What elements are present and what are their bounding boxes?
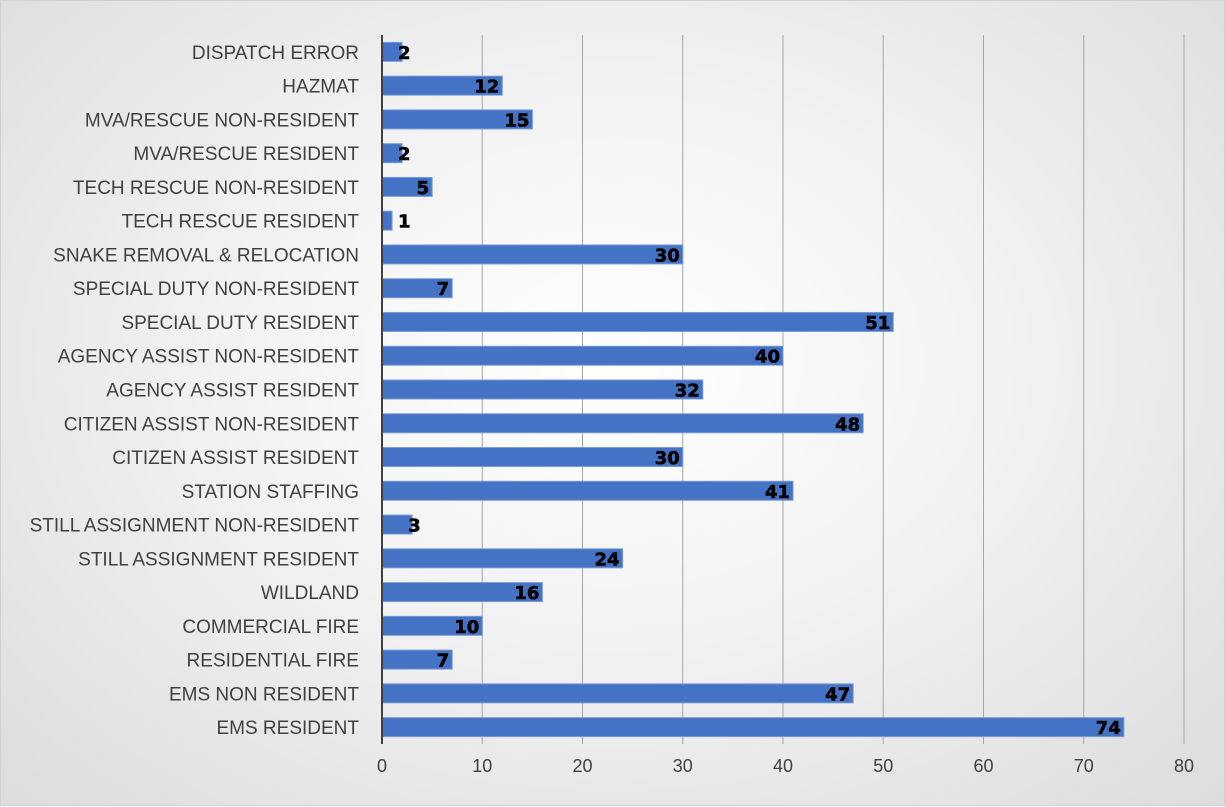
x-tick-label: 20 xyxy=(572,756,592,776)
data-label: 30 xyxy=(655,245,680,266)
data-label: 24 xyxy=(595,549,620,570)
x-tick-label: 40 xyxy=(773,756,793,776)
bar xyxy=(381,447,684,468)
category-label: TECH RESCUE RESIDENT xyxy=(121,212,359,233)
category-label: AGENCY ASSIST NON-RESIDENT xyxy=(58,347,360,368)
category-label: CITIZEN ASSIST RESIDENT xyxy=(112,448,359,469)
category-label: STILL ASSIGNMENT NON-RESIDENT xyxy=(30,516,360,537)
bar xyxy=(381,244,684,265)
category-label: TECH RESCUE NON-RESIDENT xyxy=(73,178,359,199)
x-tick-label: 60 xyxy=(973,756,993,776)
bar xyxy=(381,345,784,366)
bar xyxy=(381,210,393,231)
category-label: AGENCY ASSIST RESIDENT xyxy=(106,381,359,402)
bar xyxy=(381,379,704,400)
data-label: 30 xyxy=(655,448,680,469)
category-label: COMMERCIAL FIRE xyxy=(182,617,359,638)
data-label: 16 xyxy=(514,583,539,604)
data-label: 5 xyxy=(417,178,430,199)
x-tick-label: 30 xyxy=(673,756,693,776)
bar xyxy=(381,413,864,434)
x-tick-label: 0 xyxy=(377,756,387,776)
category-label: MVA/RESCUE RESIDENT xyxy=(133,144,359,165)
bar xyxy=(381,480,794,501)
data-label: 10 xyxy=(454,617,479,638)
category-label: RESIDENTIAL FIRE xyxy=(187,651,359,672)
category-label: EMS RESIDENT xyxy=(216,718,359,739)
x-tick-label: 10 xyxy=(472,756,492,776)
x-tick-label: 80 xyxy=(1174,756,1194,776)
category-label: SPECIAL DUTY RESIDENT xyxy=(121,313,359,334)
data-label: 48 xyxy=(835,414,860,435)
data-label: 74 xyxy=(1096,718,1121,739)
data-label: 2 xyxy=(398,144,411,165)
category-label: SPECIAL DUTY NON-RESIDENT xyxy=(73,279,359,300)
category-label: SNAKE REMOVAL & RELOCATION xyxy=(53,245,359,266)
data-label: 3 xyxy=(408,516,421,537)
bar xyxy=(381,311,894,332)
data-label: 7 xyxy=(437,279,450,300)
data-label: 51 xyxy=(865,313,890,334)
bar xyxy=(381,717,1125,738)
category-label: DISPATCH ERROR xyxy=(192,43,359,64)
data-label: 40 xyxy=(755,347,780,368)
data-label: 12 xyxy=(474,77,499,98)
category-label: STILL ASSIGNMENT RESIDENT xyxy=(78,549,359,570)
data-label: 2 xyxy=(398,43,411,64)
category-label: CITIZEN ASSIST NON-RESIDENT xyxy=(64,414,360,435)
bar xyxy=(381,548,624,569)
x-tick-label: 70 xyxy=(1074,756,1094,776)
data-label: 41 xyxy=(765,482,790,503)
category-label: WILDLAND xyxy=(261,583,359,604)
data-label: 15 xyxy=(504,110,529,131)
bar xyxy=(381,683,854,704)
x-tick-label: 50 xyxy=(873,756,893,776)
category-label: HAZMAT xyxy=(282,77,359,98)
data-label: 47 xyxy=(825,684,850,705)
category-label: STATION STAFFING xyxy=(182,482,359,503)
data-label: 7 xyxy=(437,651,450,672)
data-label: 1 xyxy=(398,212,411,233)
category-label: EMS NON RESIDENT xyxy=(169,684,359,705)
category-label: MVA/RESCUE NON-RESIDENT xyxy=(85,110,360,131)
data-label: 32 xyxy=(675,381,700,402)
